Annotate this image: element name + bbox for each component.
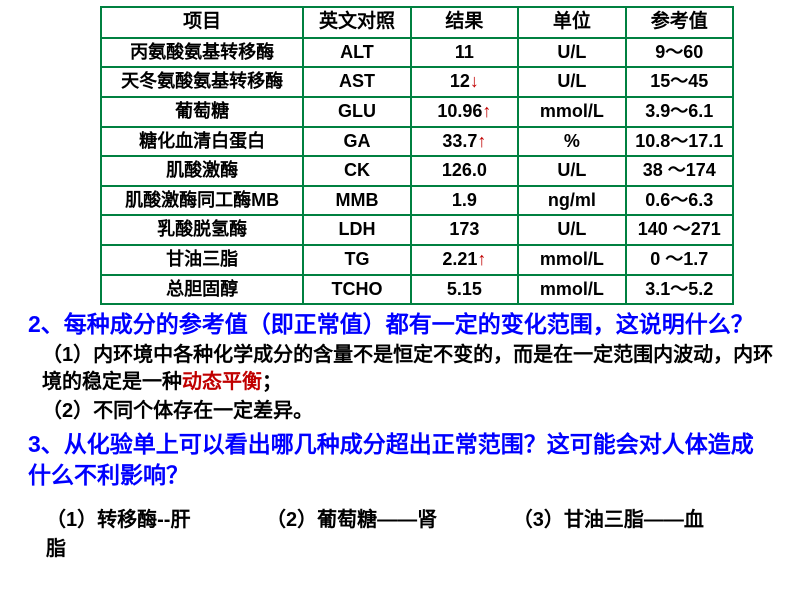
table-cell: U/L xyxy=(518,67,625,97)
result-value: 5.15 xyxy=(447,279,482,299)
table-row: 甘油三脂TG2.21↑mmol/L0 〜1.7 xyxy=(101,245,733,275)
table-cell: 甘油三脂 xyxy=(101,245,303,275)
table-cell: U/L xyxy=(518,156,625,186)
emphasis-text: 动态平衡 xyxy=(182,371,262,393)
arrow-down-icon: ↓ xyxy=(470,71,479,91)
table-cell: mmol/L xyxy=(518,275,625,305)
col-header: 项目 xyxy=(101,7,303,38)
table-cell: ng/ml xyxy=(518,186,625,216)
col-header: 参考值 xyxy=(626,7,733,38)
table-row: 肌酸激酶CK 126.0 U/L38 〜174 xyxy=(101,156,733,186)
table-cell: 140 〜271 xyxy=(626,215,733,245)
arrow-up-icon: ↑ xyxy=(477,131,486,151)
table-cell: 173 xyxy=(411,215,518,245)
table-cell: 9〜60 xyxy=(626,38,733,68)
table-cell: 10.8〜17.1 xyxy=(626,127,733,157)
table-cell: 0 〜1.7 xyxy=(626,245,733,275)
result-value: 33.7 xyxy=(442,131,477,151)
question-3: 3、从化验单上可以看出哪几种成分超出正常范围？这可能会对人体造成什么不利影响？ xyxy=(28,429,774,491)
col-header: 单位 xyxy=(518,7,625,38)
table-cell: 3.9〜6.1 xyxy=(626,97,733,127)
table-row: 天冬氨酸氨基转移酶AST12↓U/L15〜45 xyxy=(101,67,733,97)
lab-results-table-container: 项目 英文对照 结果 单位 参考值 丙氨酸氨基转移酶ALT11U/L9〜60天冬… xyxy=(0,0,794,305)
question-2: 2、每种成分的参考值（即正常值）都有一定的变化范围，这说明什么？ xyxy=(28,309,774,340)
table-cell: 肌酸激酶同工酶MB xyxy=(101,186,303,216)
table-row: 丙氨酸氨基转移酶ALT 11 U/L9〜60 xyxy=(101,38,733,68)
table-cell: mmol/L xyxy=(518,97,625,127)
table-cell: 38 〜174 xyxy=(626,156,733,186)
lab-results-table: 项目 英文对照 结果 单位 参考值 丙氨酸氨基转移酶ALT11U/L9〜60天冬… xyxy=(100,6,734,305)
table-cell: GLU xyxy=(303,97,410,127)
answer-3-row: （1）转移酶--肝 （2）葡萄糖——肾 （3）甘油三脂——血脂 xyxy=(28,503,774,561)
result-value: 1.9 xyxy=(452,190,477,210)
table-cell: 乳酸脱氢酶 xyxy=(101,215,303,245)
table-cell: 15〜45 xyxy=(626,67,733,97)
table-cell: U/L xyxy=(518,215,625,245)
answer-2-2: （2）不同个体存在一定差异。 xyxy=(28,398,774,425)
answer-3a: （1）转移酶--肝 xyxy=(46,509,190,531)
result-value: 10.96 xyxy=(437,101,482,121)
table-cell: 1.9 xyxy=(411,186,518,216)
table-cell: 2.21↑ xyxy=(411,245,518,275)
table-cell: 11 xyxy=(411,38,518,68)
col-header: 结果 xyxy=(411,7,518,38)
table-body: 丙氨酸氨基转移酶ALT11U/L9〜60天冬氨酸氨基转移酶AST12↓U/L15… xyxy=(101,38,733,304)
table-cell: ALT xyxy=(303,38,410,68)
table-cell: mmol/L xyxy=(518,245,625,275)
answer-3b: （2）葡萄糖——肾 xyxy=(266,509,437,531)
col-header: 英文对照 xyxy=(303,7,410,38)
table-cell: 3.1〜5.2 xyxy=(626,275,733,305)
arrow-up-icon: ↑ xyxy=(477,249,486,269)
table-row: 糖化血清白蛋白GA33.7↑%10.8〜17.1 xyxy=(101,127,733,157)
table-cell: TG xyxy=(303,245,410,275)
answer-text: （1）内环境中各种化学成分的含量不是恒定不变的，而是在一定范围内波动，内环境的稳… xyxy=(42,344,773,393)
table-cell: 总胆固醇 xyxy=(101,275,303,305)
table-cell: CK xyxy=(303,156,410,186)
result-value: 12 xyxy=(450,71,470,91)
table-row: 葡萄糖GLU10.96↑mmol/L3.9〜6.1 xyxy=(101,97,733,127)
table-row: 总胆固醇TCHO 5.15 mmol/L3.1〜5.2 xyxy=(101,275,733,305)
table-row: 乳酸脱氢酶LDH 173 U/L140 〜271 xyxy=(101,215,733,245)
table-cell: 33.7↑ xyxy=(411,127,518,157)
table-cell: 糖化血清白蛋白 xyxy=(101,127,303,157)
table-cell: 10.96↑ xyxy=(411,97,518,127)
result-value: 11 xyxy=(455,42,474,62)
table-cell: AST xyxy=(303,67,410,97)
table-cell: 12↓ xyxy=(411,67,518,97)
answer-text: ； xyxy=(262,371,282,393)
table-cell: LDH xyxy=(303,215,410,245)
table-cell: MMB xyxy=(303,186,410,216)
table-cell: % xyxy=(518,127,625,157)
table-cell: TCHO xyxy=(303,275,410,305)
table-cell: 肌酸激酶 xyxy=(101,156,303,186)
table-cell: 丙氨酸氨基转移酶 xyxy=(101,38,303,68)
table-cell: 葡萄糖 xyxy=(101,97,303,127)
table-header: 项目 英文对照 结果 单位 参考值 xyxy=(101,7,733,38)
text-content: 2、每种成分的参考值（即正常值）都有一定的变化范围，这说明什么？ （1）内环境中… xyxy=(0,309,794,561)
arrow-up-icon: ↑ xyxy=(482,101,491,121)
result-value: 2.21 xyxy=(442,249,477,269)
table-cell: 5.15 xyxy=(411,275,518,305)
table-row: 肌酸激酶同工酶MBMMB 1.9 ng/ml0.6〜6.3 xyxy=(101,186,733,216)
result-value: 173 xyxy=(449,219,479,239)
table-cell: U/L xyxy=(518,38,625,68)
result-value: 126.0 xyxy=(442,160,487,180)
table-cell: GA xyxy=(303,127,410,157)
answer-2-1: （1）内环境中各种化学成分的含量不是恒定不变的，而是在一定范围内波动，内环境的稳… xyxy=(28,342,774,396)
table-cell: 天冬氨酸氨基转移酶 xyxy=(101,67,303,97)
table-cell: 126.0 xyxy=(411,156,518,186)
table-cell: 0.6〜6.3 xyxy=(626,186,733,216)
